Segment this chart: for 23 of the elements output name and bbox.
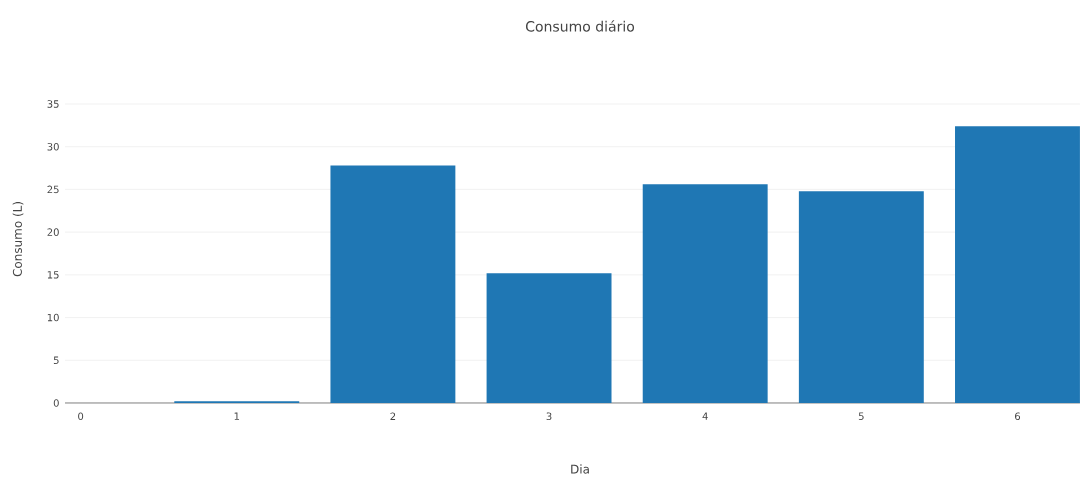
x-tick-label: 5	[858, 412, 864, 420]
bar	[486, 273, 612, 403]
x-axis-title: Dia	[571, 464, 589, 474]
x-tick-label: 2	[390, 412, 396, 420]
y-tick-label: 35	[47, 100, 59, 108]
y-tick-label: 0	[53, 399, 59, 407]
y-tick-label: 20	[47, 228, 59, 236]
y-tick-label: 15	[47, 271, 59, 279]
y-tick-label: 10	[47, 313, 59, 322]
x-tick-label: 1	[234, 412, 240, 420]
x-tick-label: 0	[78, 412, 84, 421]
chart-title: Consumo diário	[525, 20, 635, 32]
y-tick-label: 25	[47, 185, 59, 194]
bar	[798, 191, 924, 403]
x-tick-label: 6	[1015, 412, 1021, 421]
y-tick-label: 5	[53, 356, 59, 364]
y-axis-title: Consumo (L)	[12, 201, 24, 277]
y-tick-label: 30	[47, 142, 59, 151]
bar	[642, 184, 768, 403]
bar	[955, 126, 1080, 403]
x-tick-label: 4	[702, 412, 708, 420]
x-tick-label: 3	[546, 412, 552, 421]
bar	[330, 165, 456, 403]
